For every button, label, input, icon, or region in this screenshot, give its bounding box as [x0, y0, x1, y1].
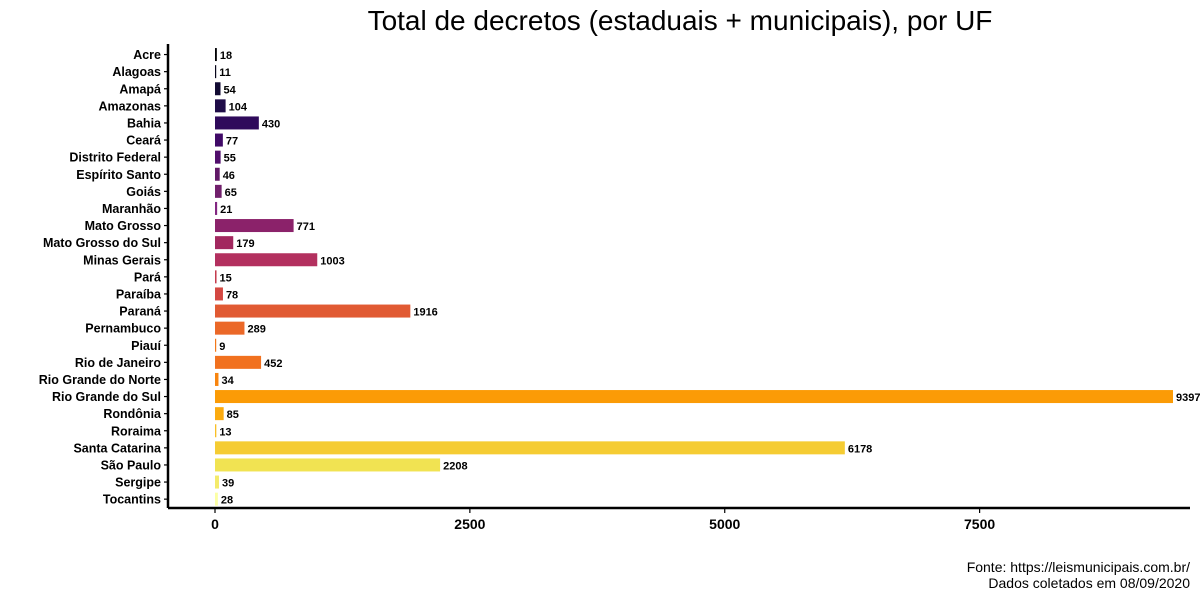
- y-tick-label: Acre: [133, 48, 161, 62]
- bar-roraima: [215, 424, 217, 438]
- value-label: 179: [236, 238, 254, 250]
- bar-bahia: [215, 116, 259, 130]
- bar-amapá: [215, 82, 221, 96]
- y-tick-label: Rio Grande do Norte: [39, 373, 161, 387]
- y-tick-label: Minas Gerais: [83, 253, 161, 267]
- value-label: 46: [223, 170, 235, 182]
- y-axis: Acre Alagoas Amapá Amazonas Bahia Ceará Distri…: [39, 44, 170, 508]
- caption-source: Fonte: https://leismunicipais.com.br/: [966, 559, 1190, 575]
- bar-minas-gerais: [215, 253, 318, 267]
- value-label: 1916: [413, 307, 437, 319]
- value-label: 1003: [320, 255, 344, 267]
- x-tick-label: 0: [211, 516, 219, 532]
- bar-alagoas: [215, 65, 217, 79]
- value-label: 104: [229, 101, 248, 113]
- y-tick-label: Pará: [134, 270, 161, 284]
- bar-acre: [215, 48, 217, 62]
- y-tick-label: Paraíba: [116, 287, 162, 301]
- bars-layer: [215, 48, 1173, 506]
- value-label: 9397: [1176, 392, 1200, 404]
- value-label: 2208: [443, 460, 467, 472]
- bar-rio-de-janeiro: [215, 355, 262, 369]
- value-label: 11: [219, 67, 231, 79]
- value-label: 39: [222, 478, 234, 490]
- y-tick-label: Roraima: [111, 424, 162, 438]
- y-tick-label: Sergipe: [115, 476, 161, 490]
- y-tick-label: Bahia: [127, 116, 162, 130]
- x-tick-label: 2500: [454, 516, 485, 532]
- bar-ceará: [215, 133, 223, 147]
- value-label: 65: [225, 187, 237, 199]
- bar-distrito-federal: [215, 150, 221, 164]
- value-label: 289: [247, 324, 265, 336]
- value-label: 13: [219, 426, 231, 438]
- y-tick-label: Espírito Santo: [76, 168, 161, 182]
- value-label: 430: [262, 118, 280, 130]
- value-label: 6178: [848, 443, 872, 455]
- value-labels-layer: 18 11 54 104 430 77 55 46 65 21 771 179 1003 15 78 1916…: [219, 50, 1200, 507]
- bar-santa-catarina: [215, 441, 845, 455]
- x-tick-label: 5000: [709, 516, 740, 532]
- value-label: 771: [297, 221, 315, 233]
- bar-goiás: [215, 184, 222, 198]
- y-tick-label: Piauí: [131, 339, 161, 353]
- y-tick-label: Alagoas: [112, 65, 161, 79]
- bar-tocantins: [215, 492, 218, 506]
- y-tick-label: Ceará: [126, 134, 161, 148]
- y-tick-label: Goiás: [126, 185, 161, 199]
- value-label: 34: [221, 375, 234, 387]
- value-label: 77: [226, 136, 238, 148]
- x-axis: 0 2500 5000 7500: [168, 506, 1190, 532]
- value-label: 452: [264, 358, 282, 370]
- bar-paraná: [215, 304, 411, 318]
- bar-espírito-santo: [215, 167, 220, 181]
- bar-são-paulo: [215, 458, 441, 472]
- y-tick-label: Maranhão: [102, 202, 161, 216]
- y-tick-label: Amapá: [119, 82, 161, 96]
- bar-rio-grande-do-sul: [215, 390, 1173, 404]
- bar-maranhão: [215, 201, 218, 215]
- value-label: 18: [220, 50, 232, 62]
- y-tick-label: Amazonas: [98, 99, 161, 113]
- bar-mato-grosso-do-sul: [215, 236, 234, 250]
- x-tick-label: 7500: [964, 516, 995, 532]
- bar-rio-grande-do-norte: [215, 372, 219, 386]
- chart-title: Total de decretos (estaduais + municipai…: [367, 5, 993, 36]
- value-label: 15: [220, 272, 232, 284]
- bar-pernambuco: [215, 321, 245, 335]
- bar-pará: [215, 270, 217, 284]
- bar-rondônia: [215, 407, 224, 421]
- bar-sergipe: [215, 475, 219, 489]
- value-label: 85: [227, 409, 239, 421]
- y-tick-label: Distrito Federal: [69, 151, 161, 165]
- bar-mato-grosso: [215, 219, 294, 233]
- value-label: 55: [224, 153, 236, 165]
- caption-date: Dados coletados em 08/09/2020: [988, 575, 1190, 591]
- value-label: 78: [226, 289, 238, 301]
- bar-amazonas: [215, 99, 226, 113]
- y-tick-label: São Paulo: [101, 458, 162, 472]
- y-tick-label: Mato Grosso: [85, 219, 162, 233]
- y-tick-label: Paraná: [119, 305, 161, 319]
- y-tick-label: Pernambuco: [85, 322, 161, 336]
- y-tick-label: Rondônia: [103, 407, 162, 421]
- y-tick-label: Rio Grande do Sul: [52, 390, 161, 404]
- y-tick-label: Rio de Janeiro: [75, 356, 161, 370]
- bar-piauí: [215, 338, 217, 352]
- value-label: 9: [219, 341, 225, 353]
- value-label: 54: [224, 84, 237, 96]
- bar-paraíba: [215, 287, 223, 301]
- y-tick-label: Tocantins: [103, 493, 161, 507]
- value-label: 28: [221, 495, 233, 507]
- value-label: 21: [220, 204, 232, 216]
- y-tick-label: Santa Catarina: [73, 441, 162, 455]
- y-tick-label: Mato Grosso do Sul: [43, 236, 161, 250]
